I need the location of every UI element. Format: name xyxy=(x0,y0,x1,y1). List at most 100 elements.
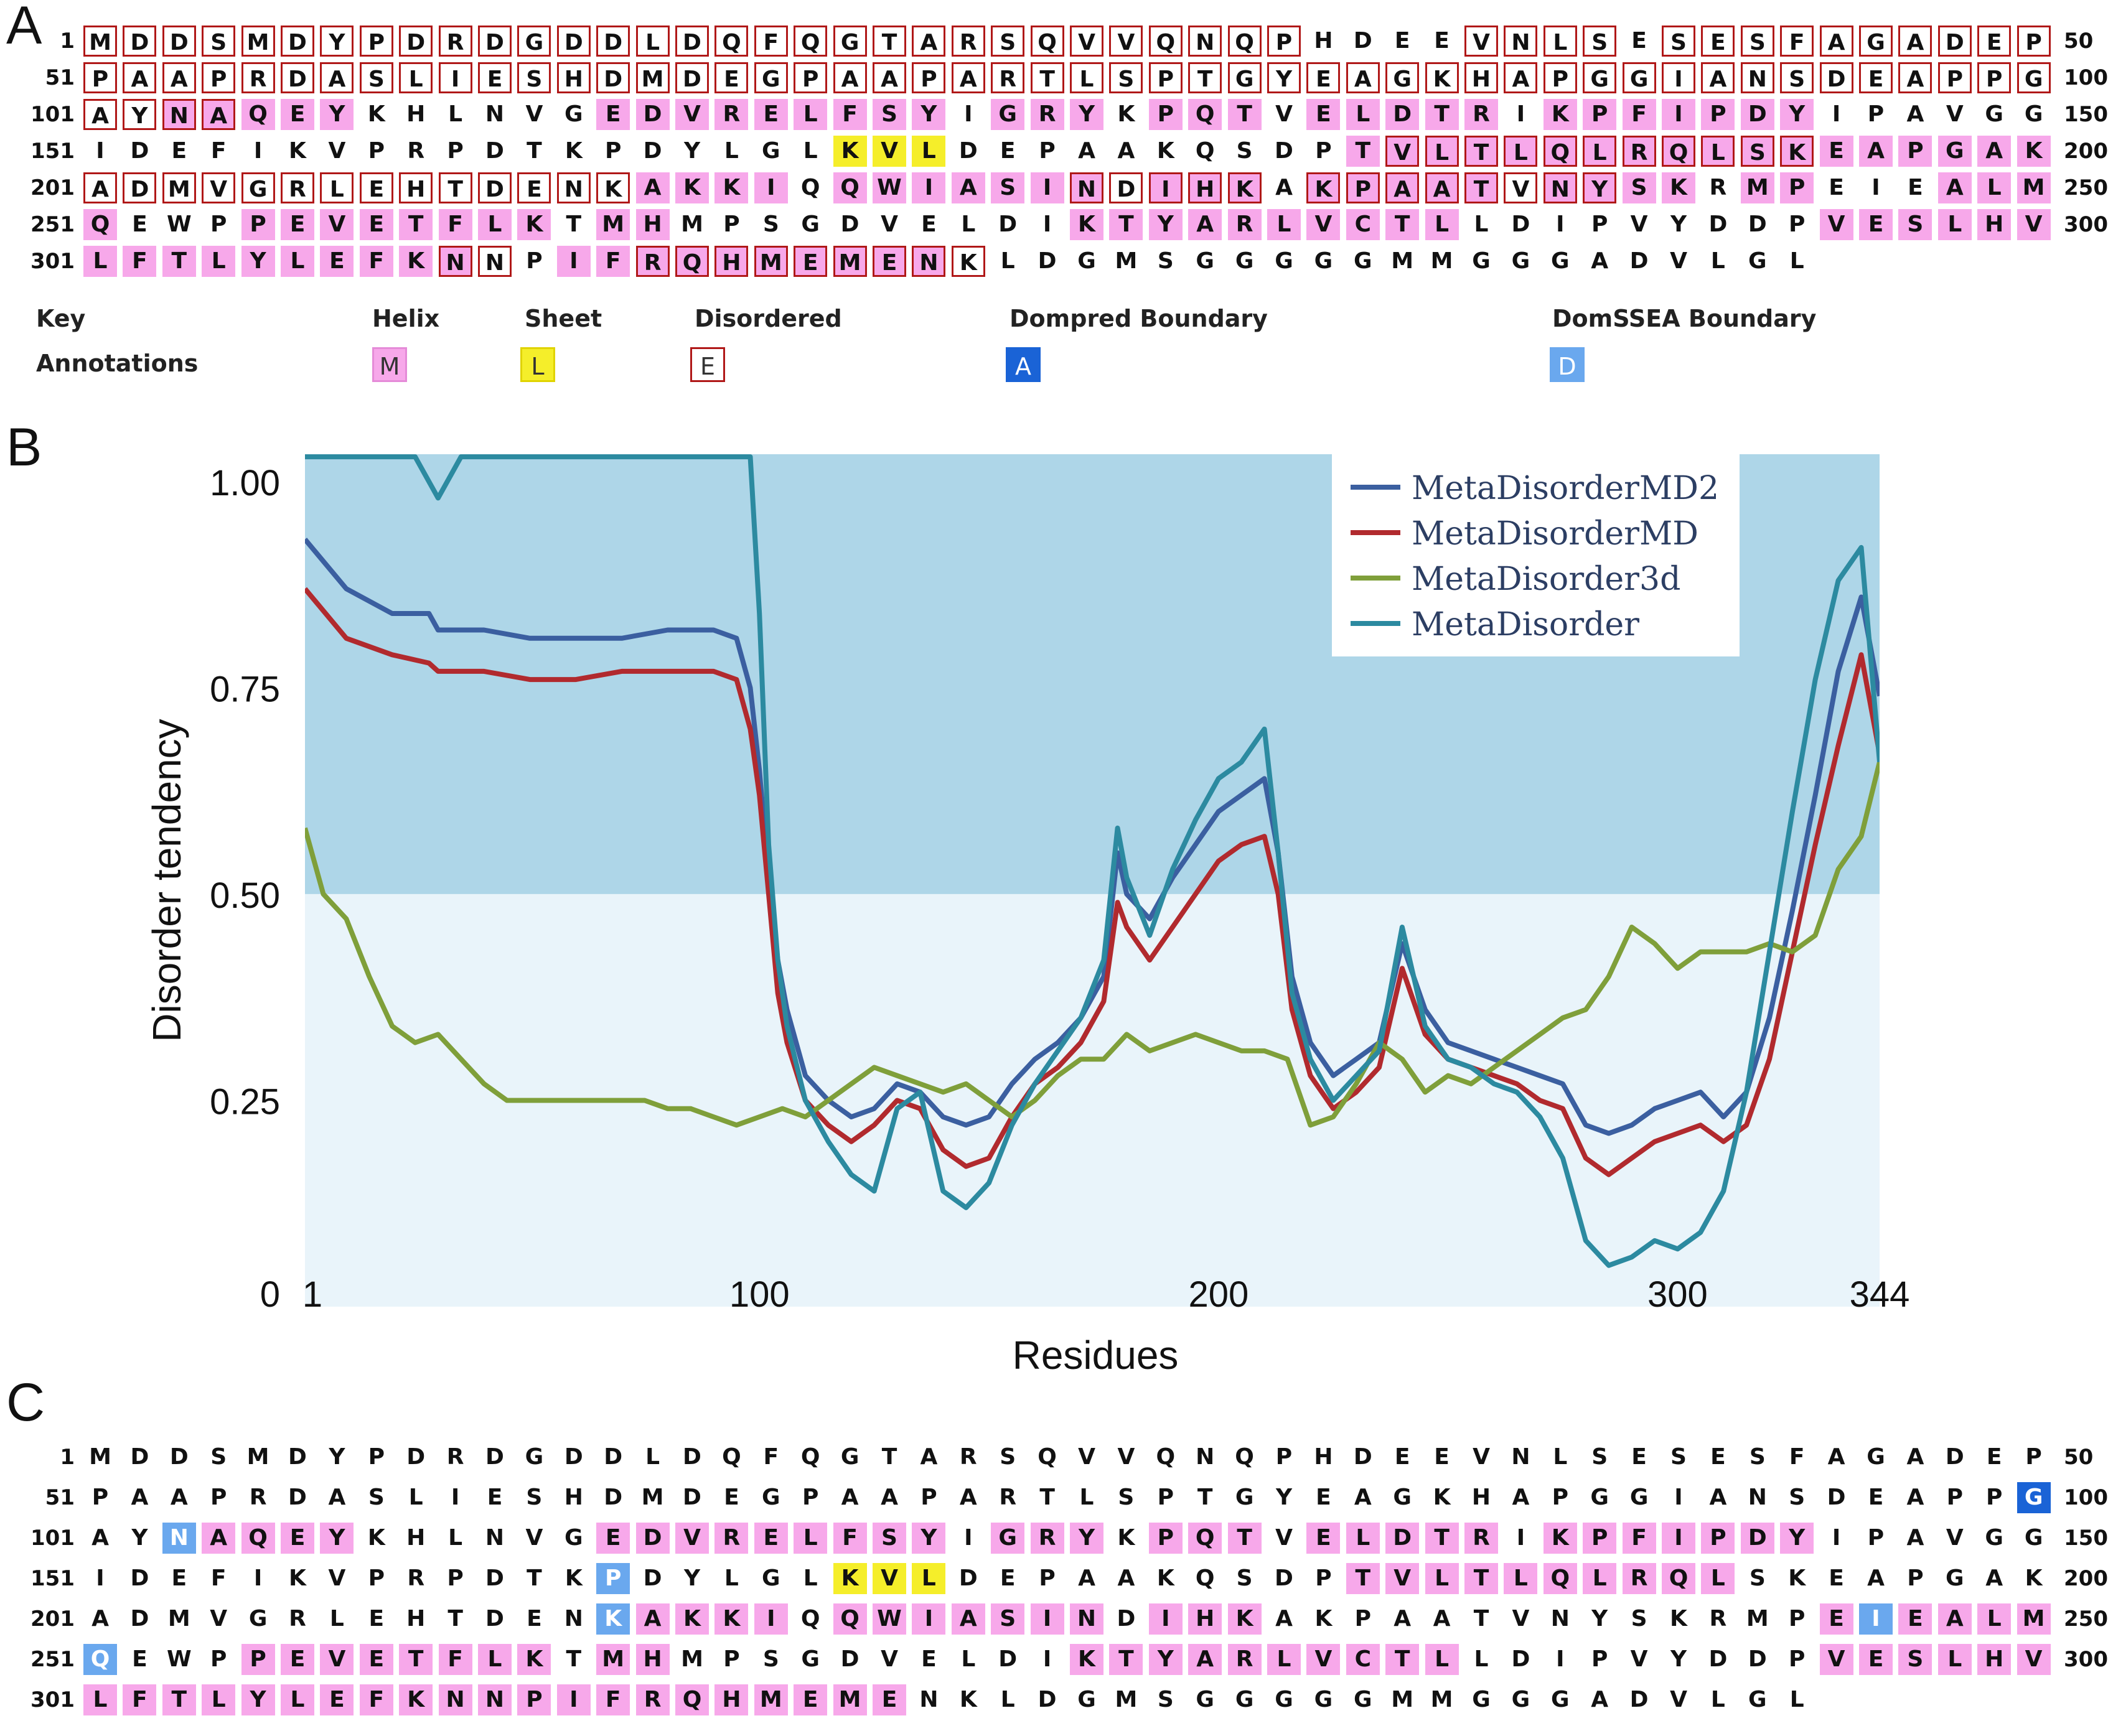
residue: G xyxy=(517,26,551,57)
residue: M xyxy=(1115,248,1138,274)
residue: D xyxy=(1629,1687,1649,1712)
residue: R xyxy=(1030,1523,1064,1554)
residue: F xyxy=(359,1684,393,1715)
residue: I xyxy=(1556,212,1565,237)
residue: S xyxy=(1780,62,1814,93)
row-end-number: 300 xyxy=(2064,1647,2108,1672)
residue: A xyxy=(873,62,906,93)
residue: R xyxy=(635,1684,670,1715)
residue: M xyxy=(1430,248,1453,274)
residue: E xyxy=(1434,1444,1450,1470)
residue: K xyxy=(1156,1566,1174,1591)
residue: G xyxy=(1077,248,1096,274)
residue: W xyxy=(873,172,906,203)
residue: D xyxy=(406,1444,426,1470)
residue: G xyxy=(241,172,275,203)
residue: V xyxy=(1670,1687,1687,1712)
residue: D xyxy=(998,1646,1018,1672)
residue: E xyxy=(487,1485,503,1510)
residue: D xyxy=(1937,26,1972,57)
residue: K xyxy=(1662,172,1695,203)
residue: E xyxy=(1868,1485,1884,1510)
residue: E xyxy=(596,1523,630,1554)
residue: E xyxy=(281,1644,314,1675)
key-sheet-title: Sheet xyxy=(525,305,602,332)
residue: T xyxy=(1197,1485,1213,1510)
panel-label-b: B xyxy=(6,418,42,477)
residue: D xyxy=(288,1444,307,1470)
residue: T xyxy=(1425,1523,1459,1554)
residue: M xyxy=(241,26,275,57)
residue: D xyxy=(1038,248,1057,274)
residue: P xyxy=(447,138,464,164)
residue: E xyxy=(1434,28,1450,54)
sequence-row: 101 A Y N A Q E Y K H L N V G E D V R E L F S Y I G R Y K P Q T V E L D T R I… xyxy=(0,96,2108,133)
residue: K xyxy=(1670,1606,1687,1631)
residue: L xyxy=(202,246,236,277)
residue: Q xyxy=(714,26,749,57)
row-start-number: 301 xyxy=(30,249,75,274)
row-end-number: 250 xyxy=(2064,175,2108,200)
residue: G xyxy=(1385,62,1420,93)
residue: T xyxy=(1425,99,1459,130)
residue: P xyxy=(1788,1646,1806,1672)
residue: A xyxy=(1859,136,1893,167)
residue: D xyxy=(162,26,196,57)
residue: Y xyxy=(1275,1485,1293,1510)
residue: P xyxy=(241,209,275,240)
residue: P xyxy=(1157,1485,1174,1510)
residue: A xyxy=(833,62,867,93)
residue: E xyxy=(478,62,512,93)
residue: G xyxy=(1511,1687,1530,1712)
residue: S xyxy=(1000,1444,1016,1470)
residue: L xyxy=(1553,1444,1568,1470)
residue: Q xyxy=(1662,1563,1695,1594)
residue: Y xyxy=(1148,209,1183,240)
residue: Q xyxy=(1195,1566,1215,1591)
residue: Y xyxy=(241,1684,275,1715)
residue: R xyxy=(959,1444,977,1470)
residue: G xyxy=(1472,248,1491,274)
residue: E xyxy=(1819,136,1853,167)
residue: S xyxy=(1591,1444,1608,1470)
residue: E xyxy=(1316,1485,1331,1510)
row-start-number: 301 xyxy=(30,1687,75,1712)
residue: T xyxy=(1464,1563,1498,1594)
residue: P xyxy=(596,1563,630,1594)
residue: E xyxy=(1977,26,2012,57)
residue: F xyxy=(1622,99,1656,130)
residue: D xyxy=(683,1444,701,1470)
residue: A xyxy=(1701,62,1735,93)
residue: P xyxy=(1898,136,1932,167)
y-tick-label: 0.25 xyxy=(210,1081,280,1122)
residue: S xyxy=(202,26,236,57)
row-end-number: 100 xyxy=(2064,65,2108,90)
residue: Y xyxy=(1267,62,1301,93)
residue: Y xyxy=(329,1444,345,1470)
residue: K xyxy=(959,1687,977,1712)
residue: T xyxy=(1039,1485,1055,1510)
sequence-row: 101 A Y N A Q E Y K H L N V G E D V R E L F S Y I G R Y K P Q T V E L D T R I… xyxy=(0,1519,2108,1557)
residue: D xyxy=(399,26,433,57)
residue: L xyxy=(794,1523,828,1554)
residue: D xyxy=(1945,1444,1964,1470)
residue: L xyxy=(281,1684,314,1715)
residue: I xyxy=(556,246,591,277)
residue: S xyxy=(1670,1444,1687,1470)
residue: A xyxy=(1937,172,1972,203)
residue: D xyxy=(635,1523,670,1554)
series-line xyxy=(305,538,1880,1136)
y-tick-label: 0.75 xyxy=(210,669,280,709)
residue: T xyxy=(399,1644,433,1675)
residue: M xyxy=(1115,1687,1138,1712)
residue: A xyxy=(1425,172,1459,203)
residue: E xyxy=(359,172,393,203)
residue: I xyxy=(964,101,973,127)
residue: V xyxy=(873,136,906,167)
residue: P xyxy=(1275,1444,1293,1470)
residue: H xyxy=(399,172,433,203)
residue: T xyxy=(438,172,472,203)
residue: K xyxy=(517,209,551,240)
residue: A xyxy=(951,62,985,93)
